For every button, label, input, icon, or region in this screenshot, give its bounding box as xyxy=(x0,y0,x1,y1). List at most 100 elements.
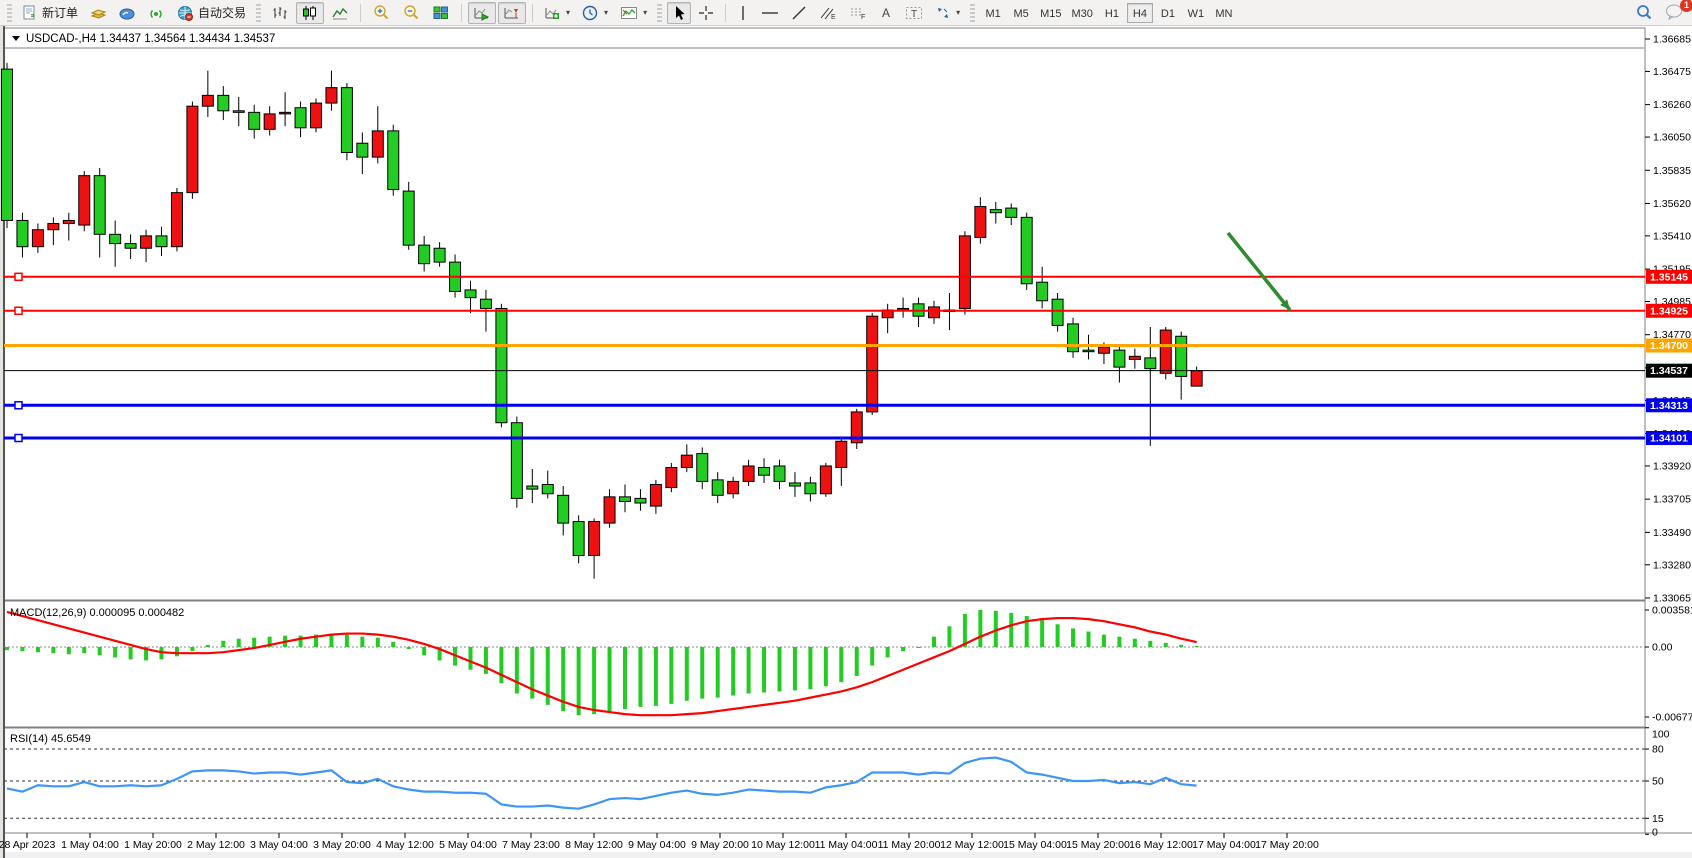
candle[interactable] xyxy=(696,447,709,490)
candle[interactable] xyxy=(1051,293,1064,332)
candle[interactable] xyxy=(1020,212,1033,290)
candle[interactable] xyxy=(819,462,832,497)
signals-button[interactable] xyxy=(143,2,170,24)
candle[interactable] xyxy=(727,476,740,499)
candlestick-chart-button[interactable] xyxy=(296,1,325,24)
candle[interactable] xyxy=(47,217,60,246)
candle[interactable] xyxy=(356,132,369,175)
chart-shift-button[interactable] xyxy=(498,1,527,24)
candle[interactable] xyxy=(31,223,44,253)
periods-button[interactable]: ▾ xyxy=(577,2,613,24)
candle[interactable] xyxy=(124,234,137,260)
candle[interactable] xyxy=(1,62,13,229)
candle[interactable] xyxy=(186,101,199,199)
crosshair-button[interactable] xyxy=(693,2,719,24)
timeframe-button-M30[interactable]: M30 xyxy=(1068,3,1097,23)
candle[interactable] xyxy=(201,70,214,117)
candle[interactable] xyxy=(989,201,1002,224)
timeframe-button-D1[interactable]: D1 xyxy=(1155,3,1181,23)
candle[interactable] xyxy=(402,181,415,250)
auto-trading-button[interactable]: 自动交易 xyxy=(172,2,251,24)
candle[interactable] xyxy=(325,70,338,111)
horizontal-line[interactable] xyxy=(4,433,1645,443)
candle[interactable] xyxy=(680,444,693,473)
candle[interactable] xyxy=(958,231,971,315)
candle[interactable] xyxy=(371,106,384,164)
bar-chart-button[interactable] xyxy=(266,2,294,24)
chart-canvas[interactable]: 1.36685 1.36475 1.36260 1.36050 1.35835 1.356… xyxy=(0,26,1692,858)
horizontal-line[interactable] xyxy=(4,401,1645,410)
candle[interactable] xyxy=(1128,348,1141,369)
search-button[interactable] xyxy=(1630,2,1658,24)
trendline-button[interactable] xyxy=(786,2,812,24)
cursor-button[interactable] xyxy=(667,1,692,24)
candle[interactable] xyxy=(603,489,616,528)
market-watch-button[interactable] xyxy=(85,2,112,24)
zoom-in-button[interactable] xyxy=(367,2,395,24)
candle[interactable] xyxy=(850,408,863,449)
candle[interactable] xyxy=(619,484,631,513)
candle[interactable] xyxy=(78,171,91,232)
line-chart-button[interactable] xyxy=(326,2,354,24)
candle[interactable] xyxy=(1005,203,1018,226)
candle[interactable] xyxy=(16,212,29,258)
chat-button[interactable]: 1 xyxy=(1660,0,1692,24)
candle[interactable] xyxy=(310,98,322,133)
timeframe-button-M15[interactable]: M15 xyxy=(1036,3,1065,23)
candle[interactable] xyxy=(170,188,183,252)
fibonacci-button[interactable]: F xyxy=(844,2,872,24)
mql5-community-button[interactable] xyxy=(114,2,141,24)
candle[interactable] xyxy=(155,226,168,256)
candle[interactable] xyxy=(62,212,75,241)
candle[interactable] xyxy=(928,300,940,324)
auto-scroll-button[interactable] xyxy=(468,1,497,24)
candle[interactable] xyxy=(263,106,276,136)
horizontal-line-button[interactable] xyxy=(756,2,784,24)
candle[interactable] xyxy=(773,459,786,490)
timeframe-button-M1[interactable]: M1 xyxy=(980,3,1006,23)
candle[interactable] xyxy=(742,459,755,487)
candle[interactable] xyxy=(804,476,817,502)
candle[interactable] xyxy=(1159,326,1172,380)
timeframe-button-H4[interactable]: H4 xyxy=(1126,2,1153,23)
candle[interactable] xyxy=(1067,317,1080,358)
indicators-button[interactable]: ▾ xyxy=(539,2,575,24)
candle[interactable] xyxy=(232,96,245,127)
text-label-button[interactable]: T xyxy=(900,2,928,24)
candle[interactable] xyxy=(1175,331,1188,400)
candle[interactable] xyxy=(109,220,122,267)
candle[interactable] xyxy=(248,104,261,139)
equidistant-channel-button[interactable]: E xyxy=(814,2,842,24)
candle[interactable] xyxy=(758,458,771,483)
timeframe-button-M5[interactable]: M5 xyxy=(1008,3,1034,23)
candle[interactable] xyxy=(217,86,230,121)
candle[interactable] xyxy=(835,438,848,487)
candle[interactable] xyxy=(418,235,431,272)
candle[interactable] xyxy=(788,472,801,497)
candle[interactable] xyxy=(649,479,662,514)
text-button[interactable]: A xyxy=(874,2,898,24)
trend-arrow-annotation[interactable] xyxy=(1226,231,1292,312)
candle[interactable] xyxy=(340,83,353,161)
candle[interactable] xyxy=(1036,266,1049,309)
zoom-out-button[interactable] xyxy=(397,2,425,24)
new-order-button[interactable]: 新订单 xyxy=(17,2,83,24)
candle[interactable] xyxy=(387,124,400,196)
timeframe-button-H1[interactable]: H1 xyxy=(1099,3,1125,23)
candle[interactable] xyxy=(294,101,307,138)
candle[interactable] xyxy=(510,416,523,508)
candle[interactable] xyxy=(140,229,153,263)
templates-button[interactable]: ▾ xyxy=(615,2,652,24)
candle[interactable] xyxy=(572,515,585,564)
candle[interactable] xyxy=(464,280,477,314)
horizontal-line[interactable] xyxy=(4,272,1645,282)
arrows-button[interactable]: ▾ xyxy=(930,2,965,24)
candle[interactable] xyxy=(433,242,446,267)
candle[interactable] xyxy=(279,92,292,127)
candle[interactable] xyxy=(541,470,554,499)
candle[interactable] xyxy=(665,462,678,493)
candle[interactable] xyxy=(93,167,106,258)
candle[interactable] xyxy=(557,486,570,536)
candle[interactable] xyxy=(495,303,508,428)
candle[interactable] xyxy=(634,489,647,511)
